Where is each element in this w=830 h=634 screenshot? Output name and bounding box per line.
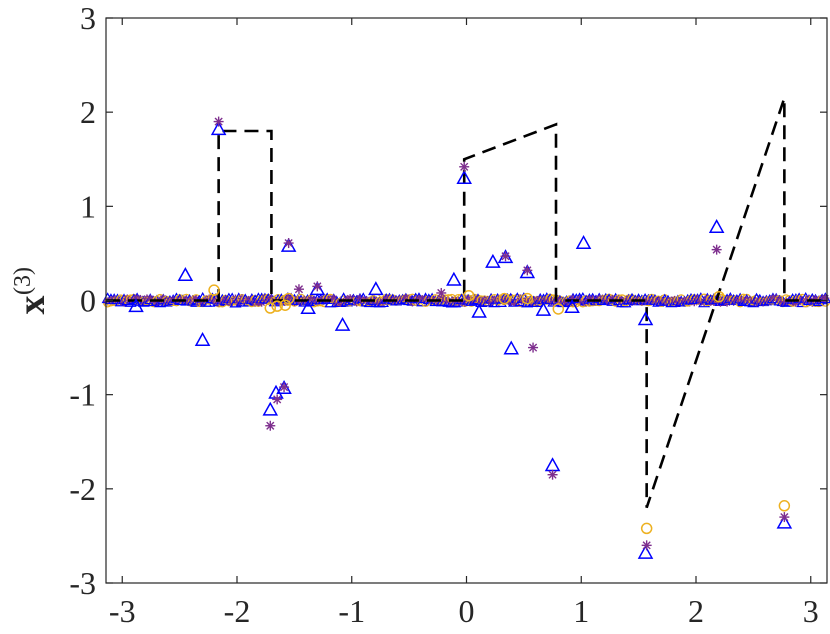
star-stroke <box>214 117 223 126</box>
triangle-marker <box>300 299 316 314</box>
truth-dashed-line <box>105 97 828 509</box>
triangle-marker <box>564 299 580 314</box>
star-stroke <box>528 343 538 352</box>
triangle-marker <box>128 298 144 313</box>
triangle-marker <box>776 514 793 529</box>
triangle-marker <box>334 316 351 331</box>
plot-area <box>101 97 830 559</box>
circle-marker <box>521 292 534 305</box>
circle-marker <box>282 292 295 305</box>
y-tick-label: 1 <box>80 188 96 224</box>
star-stroke <box>523 266 532 275</box>
star-marker <box>641 540 652 551</box>
y-tick-label: 0 <box>80 283 96 319</box>
y-axis-label-main: x <box>11 296 53 315</box>
star-stroke <box>284 238 293 248</box>
circle-marker <box>552 303 565 315</box>
star-marker <box>265 420 276 431</box>
star-marker <box>500 251 511 262</box>
star-stroke <box>313 282 322 291</box>
x-tick-label: -3 <box>109 593 136 629</box>
y-tick-label: 3 <box>80 0 96 36</box>
triangle-marker <box>446 271 462 286</box>
star-stroke <box>474 296 482 303</box>
axis-ticks: -3 -2 -1 0 1 2 3 -3 -2 -1 0 1 2 3 <box>69 0 827 629</box>
y-axis-label-superscript: (3) <box>10 267 36 295</box>
star-stroke <box>642 541 651 550</box>
triangle-marker <box>575 235 592 250</box>
y-tick-label: -1 <box>69 377 96 413</box>
star-marker <box>459 161 470 172</box>
star-marker <box>711 244 722 255</box>
star-marker <box>528 342 539 353</box>
triangle-marker <box>544 457 561 472</box>
circle-marker <box>713 290 725 303</box>
triangle-marker <box>471 303 487 318</box>
star-marker <box>522 265 533 276</box>
triangle-marker <box>519 264 536 279</box>
circle-marker <box>640 522 653 535</box>
star-stroke <box>651 296 659 304</box>
star-marker <box>272 394 283 405</box>
star-stroke <box>279 383 289 392</box>
triangle-marker <box>177 267 194 282</box>
star-stroke <box>294 285 304 294</box>
star-stroke <box>437 288 446 298</box>
circle-marker <box>279 299 291 311</box>
star-marker <box>547 469 558 480</box>
star-stroke <box>780 512 789 522</box>
y-axis-label-text: x(3) <box>10 267 53 314</box>
x-tick-label: -2 <box>224 593 251 629</box>
star-marker <box>779 512 790 523</box>
y-tick-label: 2 <box>80 94 96 130</box>
circle-marker <box>498 292 511 305</box>
star-stroke <box>273 395 282 404</box>
x-tick-label: -1 <box>338 593 365 629</box>
star-stroke <box>712 245 721 254</box>
star-stroke <box>146 295 154 303</box>
triangle-marker <box>368 281 384 296</box>
star-stroke <box>501 252 510 261</box>
star-stroke <box>330 295 338 303</box>
star-marker <box>436 287 447 298</box>
triangle-marker <box>262 401 279 416</box>
x-tick-label: 0 <box>459 593 475 629</box>
y-axis-label: x(3) <box>10 267 53 314</box>
y-tick-label: -3 <box>69 565 96 601</box>
star-marker <box>283 238 294 249</box>
circle-marker <box>778 500 791 512</box>
circle-marker <box>264 302 277 314</box>
triangle-marker <box>503 340 520 355</box>
star-marker <box>279 382 290 393</box>
x-tick-label: 3 <box>803 593 819 629</box>
x-tick-label: 1 <box>573 593 589 629</box>
circle-marker <box>208 284 220 296</box>
triangle-marker <box>456 170 472 185</box>
circle-marker <box>463 290 475 302</box>
star-marker <box>293 284 304 295</box>
triangle-marker <box>637 544 654 559</box>
star-stroke <box>266 421 275 430</box>
star-stroke <box>460 162 469 171</box>
star-marker <box>312 281 323 292</box>
star-marker <box>213 116 224 127</box>
circle-marker <box>271 300 283 312</box>
triangle-marker <box>210 121 227 136</box>
star-stroke <box>548 470 557 479</box>
triangle-marker <box>535 301 552 316</box>
x-tick-label: 2 <box>688 593 704 629</box>
triangle-marker <box>309 281 326 296</box>
triangle-marker <box>280 237 297 252</box>
triangle-marker <box>708 219 725 233</box>
star-stroke <box>373 297 380 305</box>
triangle-marker <box>637 311 654 326</box>
y-tick-label: -2 <box>69 471 96 507</box>
triangle-marker <box>485 253 501 268</box>
triangle-marker <box>194 332 211 346</box>
star-stroke <box>123 295 131 302</box>
